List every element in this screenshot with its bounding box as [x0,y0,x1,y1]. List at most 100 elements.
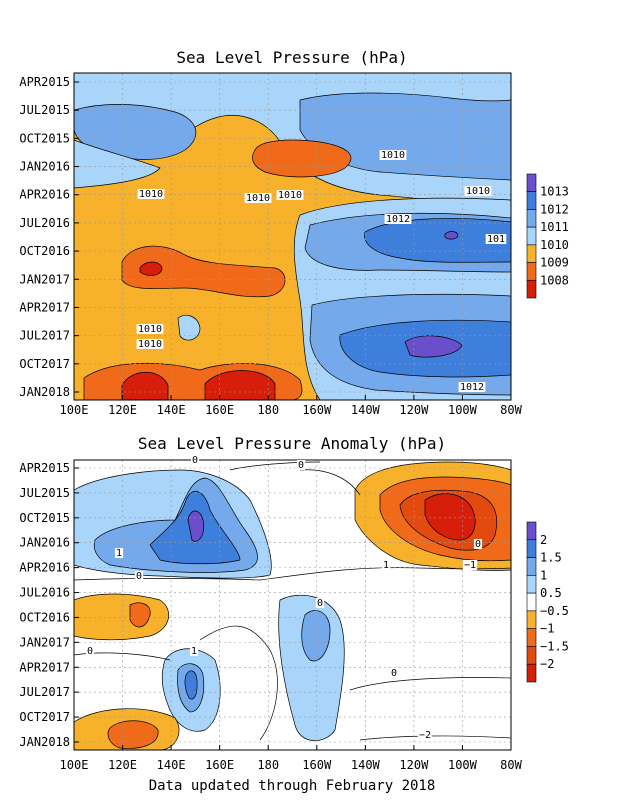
colorbar-label: −1 [540,622,554,636]
contour-label: 0 [298,460,304,471]
contour-label: 1 [191,646,197,657]
x-tick-label: 80W [500,403,522,417]
top-chart-field [74,73,511,400]
x-tick-label: 100W [448,758,478,772]
x-tick-label: 160E [205,758,234,772]
x-tick-label: 100E [60,758,89,772]
contour-label-bg [389,668,399,678]
colorbar-swatch [526,521,537,541]
y-tick-label: APR2015 [19,75,70,89]
contour-label: 0 [317,598,323,609]
contour-label-bg [381,560,391,570]
bottom-chart-field [74,460,511,750]
contour-label: 1010 [466,186,490,197]
colorbar-label: 1009 [540,256,569,270]
colorbar-swatch [526,539,537,558]
colorbar-swatch [526,663,537,683]
x-tick-label: 140W [351,758,381,772]
contour-label-bg [137,189,165,199]
x-tick-label: 100E [60,403,89,417]
colorbar-label: 0.5 [540,586,562,600]
top-plot-frame [73,72,512,401]
contour-label: 1010 [138,324,162,335]
y-tick-label: JAN2016 [19,160,70,174]
contour-label: 0 [391,668,397,679]
colorbar-swatch [526,592,537,612]
y-tick-label: JUL2016 [19,216,70,230]
colorbar-swatch [526,628,537,647]
y-tick-label: APR2017 [19,300,70,314]
colorbar-swatch [526,557,537,576]
bottom-colorbar: 2 1.5 1 0.5 −0.5 −1 −1.5 −2 [526,521,569,683]
contour-label: 1010 [278,190,302,201]
y-tick-label: JUL2017 [19,685,70,699]
top-chart-title: Sea Level Pressure (hPa) [176,48,407,67]
contour-label-bg [384,214,412,224]
contour-label-bg [136,324,164,334]
x-tick-label: 80W [500,758,522,772]
x-tick-label: 160W [302,758,332,772]
colorbar-swatch [526,575,537,594]
x-tick-label: 140W [351,403,381,417]
contour-label: 1 [383,560,389,571]
contour-label-bg [458,382,486,392]
y-tick-label: OCT2017 [19,357,70,371]
contour-label: 0 [475,539,481,550]
y-tick-label: OCT2016 [19,610,70,624]
bottom-chart-title: Sea Level Pressure Anomaly (hPa) [138,434,446,453]
contour-label-bg [296,460,306,470]
y-tick-label: APR2015 [19,461,70,475]
bottom-plot-frame [73,459,512,751]
y-tick-label: APR2016 [19,188,70,202]
contour-label-bg [189,646,199,656]
x-tick-label: 120W [399,758,429,772]
y-tick-label: OCT2017 [19,710,70,724]
colorbar-label: 1.5 [540,551,562,565]
contour-label: 0 [192,455,198,466]
contour-label-bg [276,190,304,200]
contour-label-bg [485,234,507,244]
colorbar-label: −2 [540,657,554,671]
bottom-grid [74,460,511,750]
top-contour-labels: 1010 1010 1010 1010 1010 1012 1010 1010 1012 101 [136,150,507,393]
contour-label-bg [379,150,407,160]
x-tick-label: 120W [399,403,429,417]
y-tick-label: JAN2017 [19,272,70,286]
contour-label: −1 [464,560,476,571]
y-tick-label: APR2016 [19,561,70,575]
contour-label-bg [85,646,95,656]
contour-label-bg [417,730,433,740]
contour-label: −2 [419,730,431,741]
y-tick-label: OCT2015 [19,131,70,145]
contour-label: 101 [487,234,505,245]
y-tick-label: OCT2016 [19,244,70,258]
colorbar-swatch [526,279,537,299]
y-tick-label: JAN2017 [19,635,70,649]
colorbar-swatch [526,262,537,281]
x-tick-label: 140E [157,758,186,772]
contour-label-bg [315,598,325,608]
colorbar-label: 1011 [540,220,569,234]
footer-text: Data updated through February 2018 [149,778,436,794]
colorbar-swatch [526,173,537,193]
colorbar-label: 1 [540,568,547,582]
bottom-contour-labels: 0 0 1 0 1 0 0 0 1 0 −1 −2 [85,455,483,741]
x-tick-label: 120E [108,403,137,417]
contour-label: 0 [87,646,93,657]
y-tick-label: APR2017 [19,660,70,674]
contour-label: 1010 [381,150,405,161]
contour-label-bg [134,571,144,581]
x-tick-label: 180 [257,758,279,772]
colorbar-label: 1012 [540,202,569,216]
top-x-ticks: 100E 120E 140E 160E 180 160W 140W 120W 100W 80W [60,395,523,417]
colorbar-label: 2 [540,533,547,547]
x-tick-label: 140E [157,403,186,417]
bottom-y-ticks: APR2015 JUL2015 OCT2015 JAN2016 APR2016 JUL20… [19,461,79,749]
x-tick-label: 100W [448,403,478,417]
colorbar-swatch [526,646,537,665]
contour-label-bg [244,193,272,203]
contour-label: 1012 [386,214,410,225]
x-tick-label: 160W [302,403,332,417]
contour-label-bg [136,339,164,349]
